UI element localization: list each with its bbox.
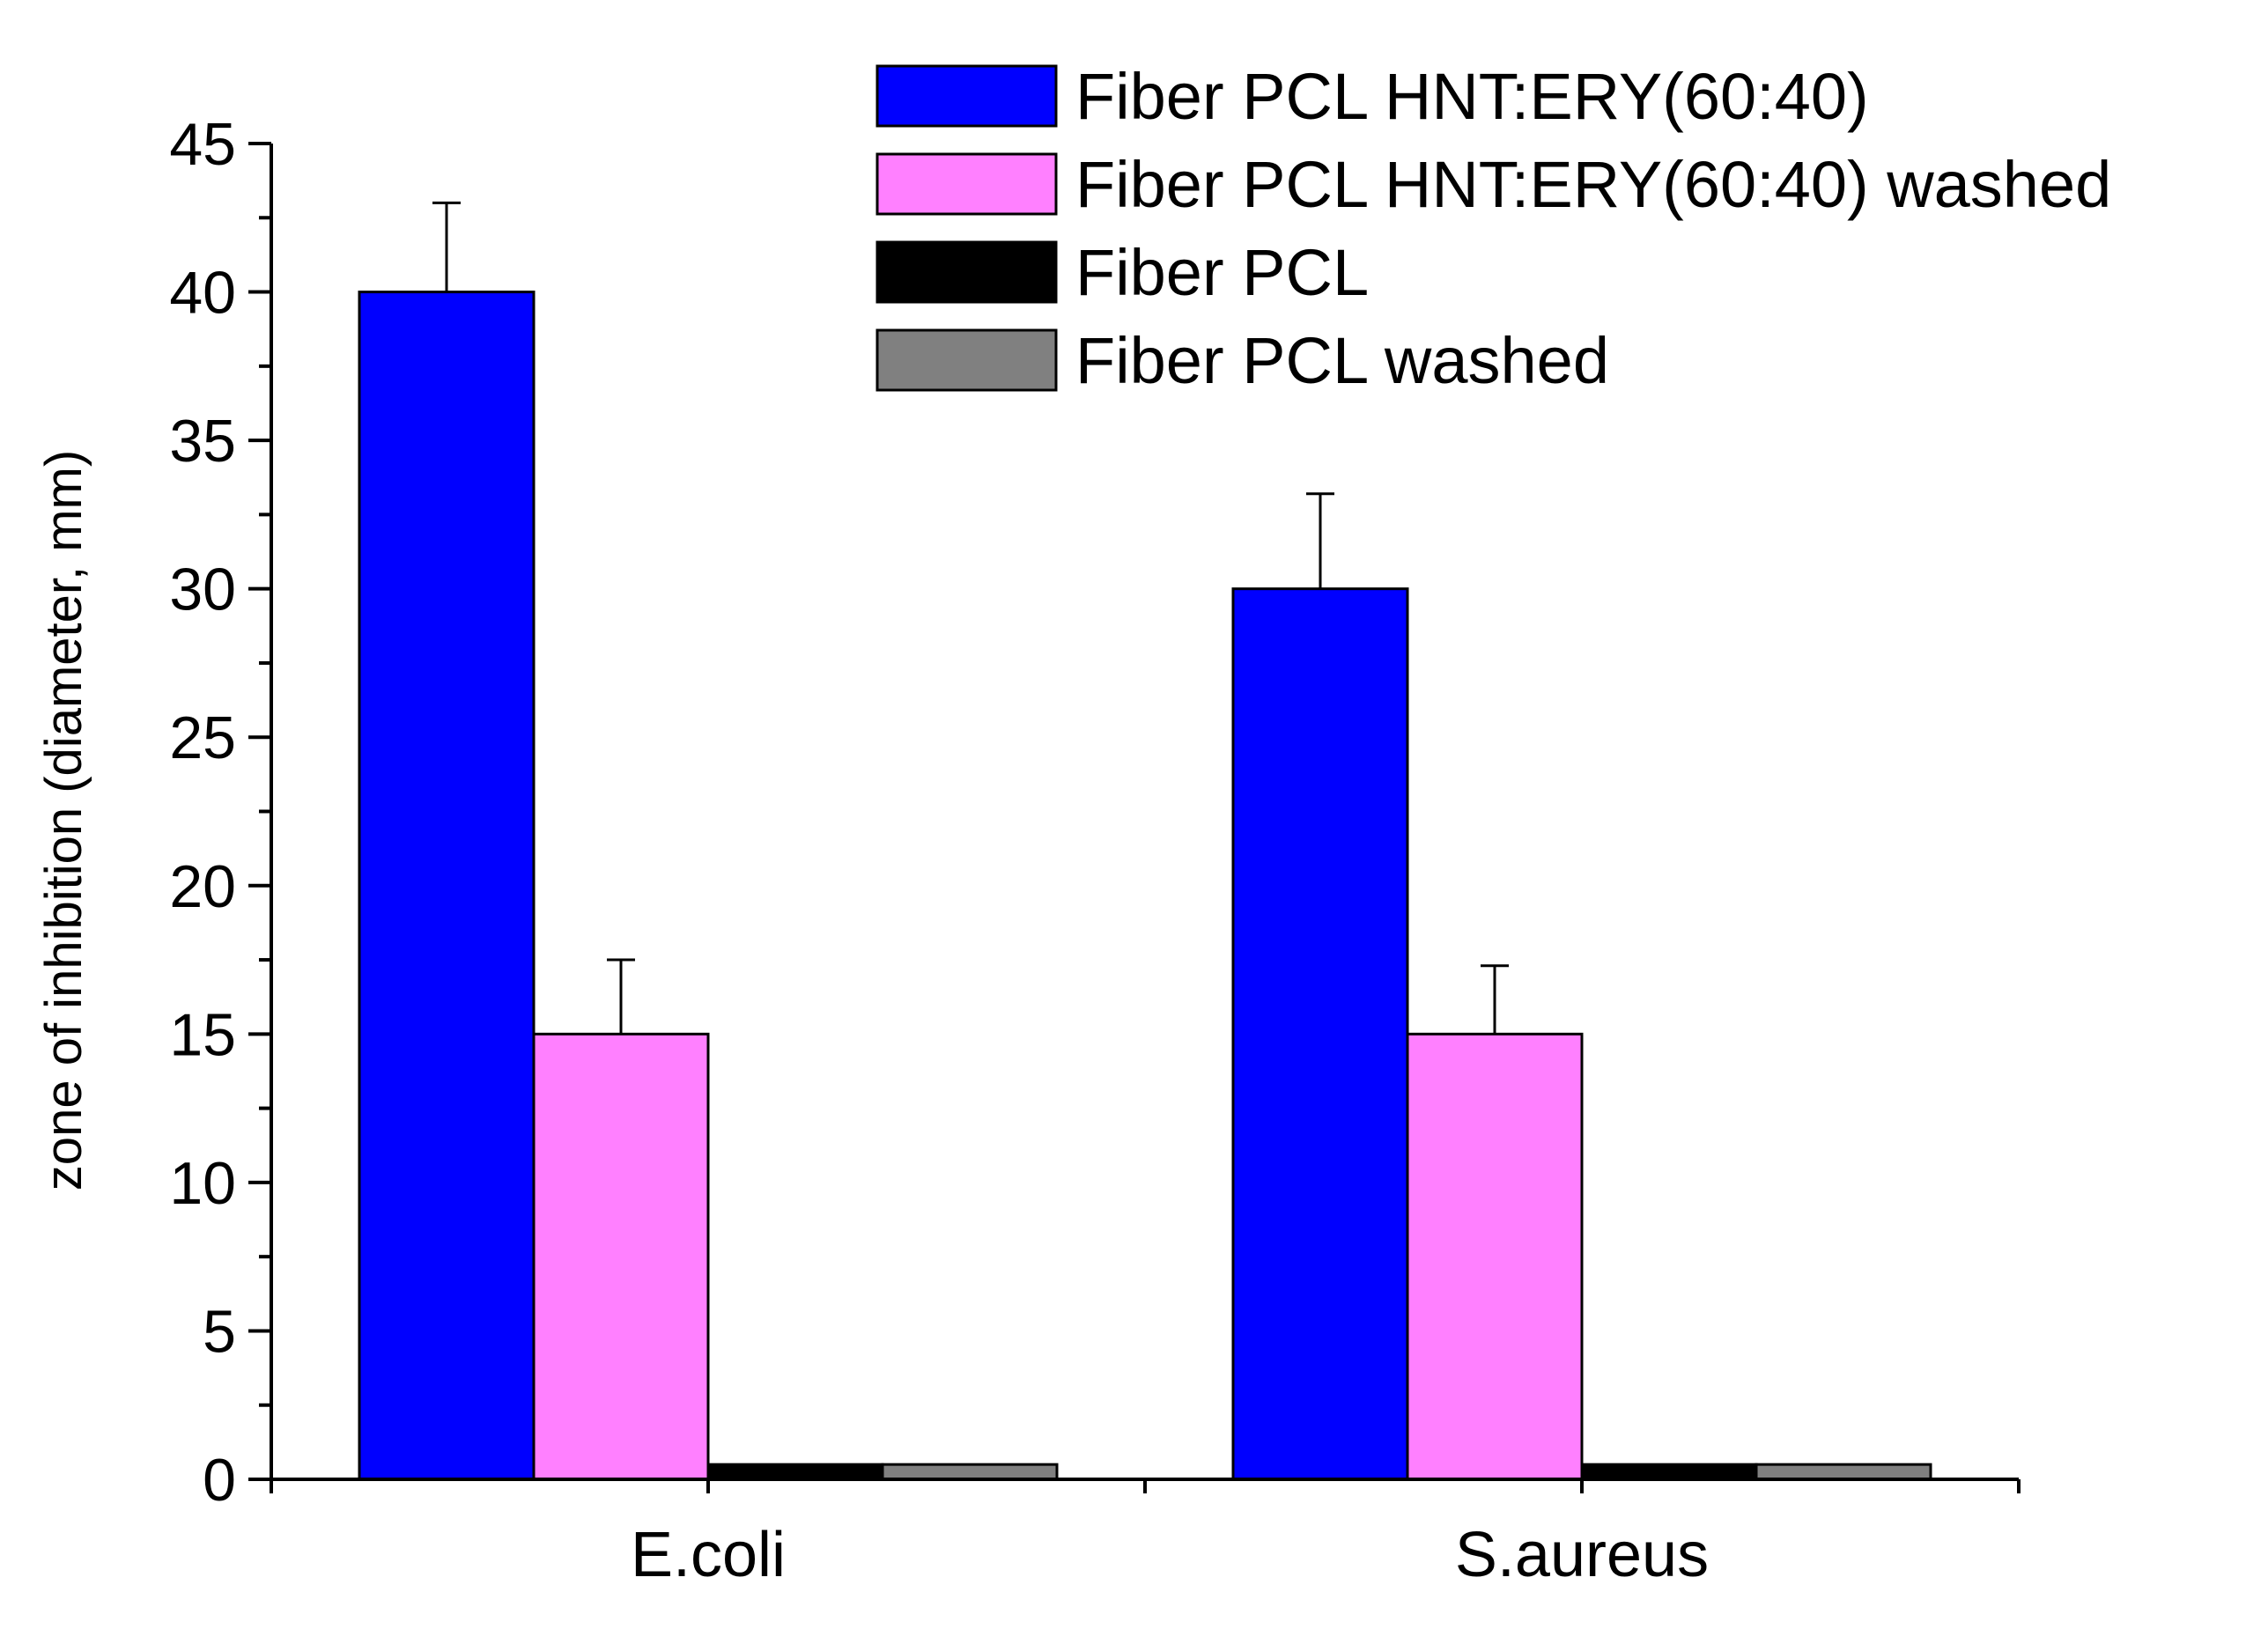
error-bars-layer [432, 201, 1509, 1035]
legend-label-0: Fiber PCL HNT:ERY(60:40) [1075, 60, 1869, 133]
legend-label-1: Fiber PCL HNT:ERY(60:40) washed [1075, 148, 2111, 221]
x-category-label: S.aureus [1455, 1520, 1709, 1590]
bar-3-0 [881, 1463, 1059, 1481]
y-tick-label: 30 [169, 557, 236, 623]
bar-2-1 [1580, 1463, 1758, 1481]
legend: Fiber PCL HNT:ERY(60:40) Fiber PCL HNT:ER… [875, 60, 2111, 397]
bars-layer [358, 291, 1932, 1481]
y-tick-label: 20 [169, 853, 236, 920]
bar-1-0 [532, 1032, 710, 1481]
bar-0-1 [1231, 587, 1409, 1481]
bar-2-0 [706, 1463, 884, 1481]
y-tick-label: 5 [203, 1298, 236, 1365]
y-tick-label: 35 [169, 408, 236, 475]
y-tick-label: 10 [169, 1150, 236, 1217]
y-tick-label: 15 [169, 1001, 236, 1068]
legend-swatch-3 [875, 328, 1058, 392]
legend-label-3: Fiber PCL washed [1075, 324, 1609, 397]
legend-label-2: Fiber PCL [1075, 236, 1369, 309]
legend-swatch-0 [875, 64, 1058, 128]
bar-3-1 [1755, 1463, 1932, 1481]
axes-layer: 0 5 10 15 20 25 30 35 40 45 E.coli S.aureus [169, 111, 2021, 1590]
y-tick-label: 0 [203, 1447, 236, 1514]
y-tick-label: 25 [169, 704, 236, 771]
y-tick-label: 45 [169, 111, 236, 178]
y-tick-label: 40 [169, 260, 236, 327]
x-category-label: E.coli [631, 1520, 786, 1590]
legend-swatch-2 [875, 240, 1058, 304]
legend-swatch-1 [875, 152, 1058, 216]
y-axis-title: zone of inhibition (diameter, mm) [35, 450, 92, 1190]
bar-0-0 [358, 291, 536, 1481]
bar-1-1 [1406, 1032, 1584, 1481]
